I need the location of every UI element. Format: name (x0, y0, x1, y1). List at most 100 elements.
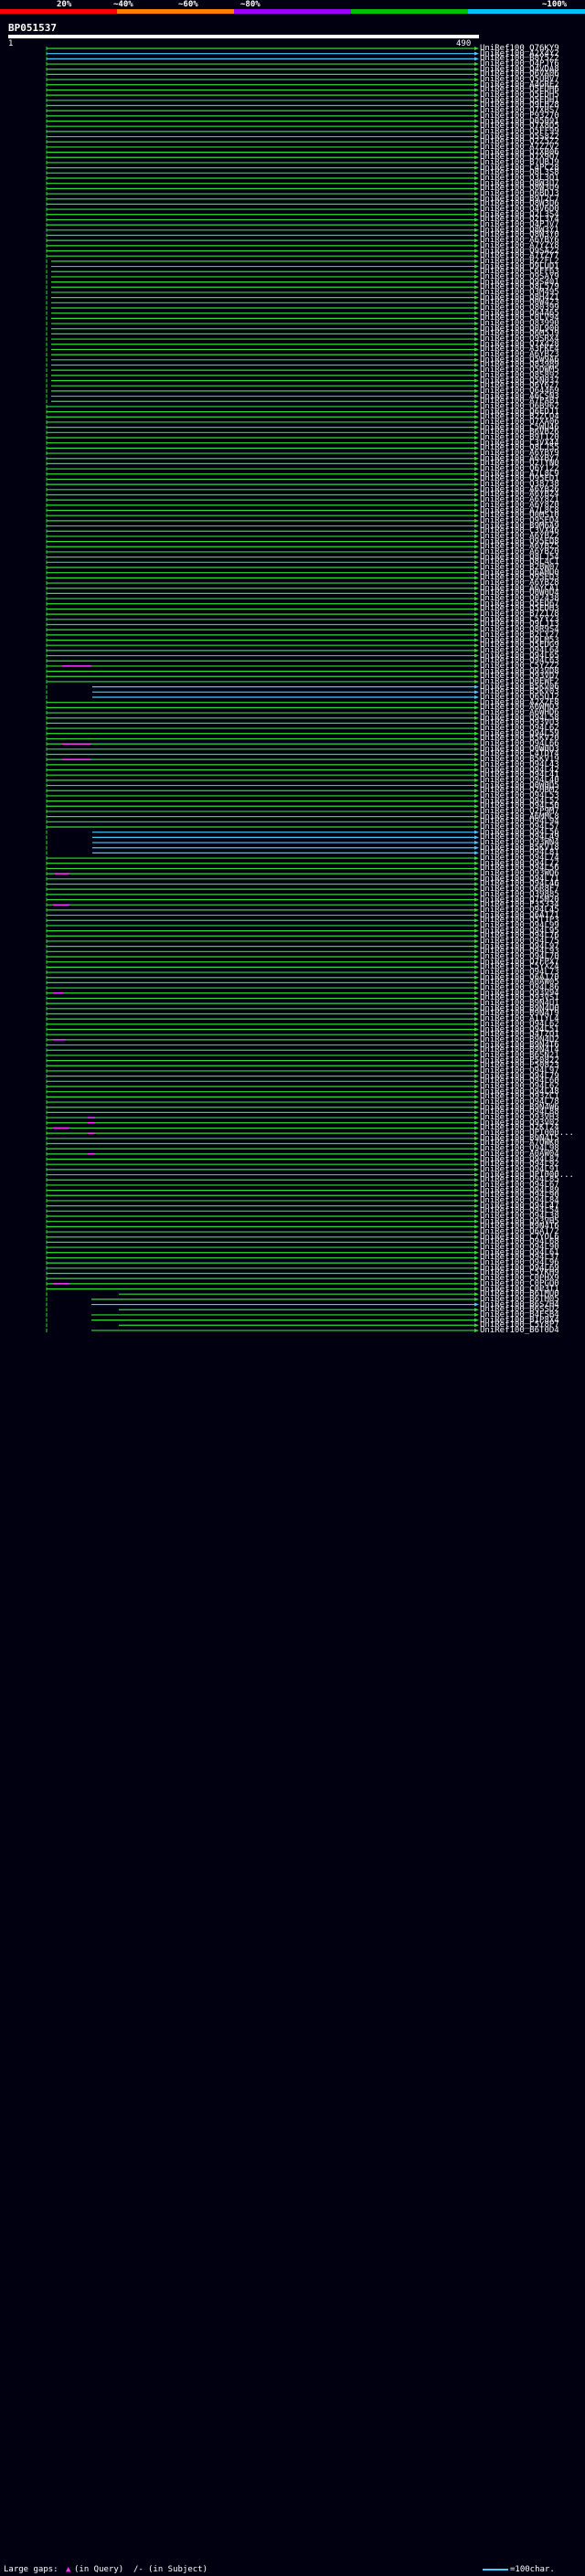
hit-label[interactable]: UniRef100_Q94L79 (480, 1071, 559, 1081)
hit-label[interactable]: UniRef100_Q65UJ2 (480, 693, 559, 702)
hit-label[interactable]: UniRef100_Q94L64 (480, 645, 559, 655)
hit-label[interactable]: UniRef100_Q94L70 (480, 952, 559, 961)
hit-label[interactable]: UniRef100_Q8S892 (480, 370, 559, 380)
hit-label[interactable]: UniRef100_Q94L90 (480, 1191, 559, 1201)
hit-label[interactable]: UniRef100_Q4PJV7 (480, 220, 559, 230)
hit-label[interactable]: UniRef100_B8Y5Z2 (480, 54, 559, 64)
hit-label[interactable]: UniRef100_Q6VA06 (480, 69, 559, 80)
hit-label[interactable]: UniRef100_Q5DWM5 (480, 366, 559, 376)
hit-label[interactable]: UniRef100_Q6B962 (480, 401, 559, 411)
hit-label[interactable]: UniRef100_Q94L76 (480, 931, 559, 941)
hit-label[interactable]: UniRef100_Q94L87 (480, 1154, 559, 1164)
hit-label[interactable]: UniRef100_Q5EDH1 (480, 95, 559, 105)
hit-label[interactable]: UniRef100_Q7X8D5 (480, 122, 559, 132)
hit-label[interactable]: UniRef100_Q94L57 (480, 822, 559, 832)
hit-label[interactable]: UniRef100_Q80399 (480, 303, 559, 313)
hit-label[interactable]: UniRef100_Q3L3Q1 (480, 174, 559, 183)
hit-label[interactable]: UniRef100_Q94L52 (480, 796, 559, 806)
hit-label[interactable]: UniRef100_Q94L49 (480, 832, 559, 843)
hit-label[interactable]: UniRef100_Q94L59 (480, 728, 559, 738)
hit-label[interactable]: UniRef100_C5Y8P7 (480, 1320, 559, 1330)
hit-label[interactable]: UniRef100_Q2KT24 (480, 1123, 559, 1133)
hit-label[interactable]: UniRef100_Q95ED1 (480, 474, 559, 484)
hit-label[interactable]: UniRef100_B5KV03 (480, 687, 559, 697)
hit-label[interactable]: UniRef100_A2X4Y2 (480, 48, 559, 58)
hit-label[interactable]: UniRef100_Q7X428 (480, 339, 559, 349)
hit-label[interactable]: UniRef100_C0PGQ0 (480, 1278, 559, 1288)
hit-label[interactable]: UniRef100_Q94L94 (480, 817, 559, 827)
hit-label[interactable]: UniRef100_Q94L42 (480, 765, 559, 775)
hit-label[interactable]: UniRef100_Q8LJ55 (480, 443, 559, 453)
hit-label[interactable]: UniRef100_A6YBZ4 (480, 490, 559, 500)
hit-label[interactable]: UniRef100_B9N4U0 (480, 1003, 559, 1013)
hit-label[interactable]: UniRef100_Q83990 (480, 319, 559, 329)
hit-label[interactable]: UniRef100_Q94L56 (480, 864, 559, 874)
hit-label[interactable]: UniRef100_Q94L53 (480, 790, 559, 800)
hit-label[interactable]: UniRef100_C3VX44 (480, 438, 559, 448)
hit-label[interactable]: UniRef100_Q5S8Z2 (480, 132, 559, 142)
hit-label[interactable]: UniRef100_Q0W0D5 (480, 780, 559, 790)
hit-label[interactable]: UniRef100_Q94L54 (480, 1206, 559, 1216)
hit-label[interactable]: UniRef100_C5WU46 (480, 422, 559, 432)
hit-label[interactable]: UniRef100_Q38738 (480, 480, 559, 490)
hit-label[interactable]: UniRef100_B6T0D4 (480, 1325, 559, 1335)
hit-label[interactable]: UniRef100_A6MMC8 (480, 811, 559, 822)
hit-label[interactable]: UniRef100_Q5ED67 (480, 599, 559, 609)
hit-label[interactable]: UniRef100_B9M6A9 (480, 521, 559, 531)
hit-label[interactable]: UniRef100_C4PC28 (480, 163, 559, 173)
hit-label[interactable]: UniRef100_Q9S401 (480, 277, 559, 287)
hit-label[interactable]: UniRef100_A4GRE2 (480, 80, 559, 90)
hit-label[interactable]: UniRef100_Q8H4Z1 (480, 292, 559, 302)
hit-label[interactable]: UniRef100_Q3M495 (480, 287, 559, 297)
hit-label[interactable]: UniRef100_Q94L90 (480, 1243, 559, 1253)
hit-label[interactable]: UniRef100_Q94L60 (480, 1076, 559, 1087)
hit-label[interactable]: UniRef100_Q94L67 (480, 1180, 559, 1190)
hit-label[interactable]: UniRef100_Q94L41 (480, 770, 559, 780)
hit-label[interactable]: UniRef100_Q8W3Y1 (480, 225, 559, 235)
hit-label[interactable]: UniRef100_Q2L3S4 (480, 209, 559, 219)
hit-label[interactable]: UniRef100_B9N4T5 (480, 1133, 559, 1143)
hit-label[interactable]: UniRef100_Q2Z5Z2 (480, 137, 559, 147)
hit-label[interactable]: UniRef100_Q7XBS7 (480, 106, 559, 116)
hit-label[interactable]: UniRef100_A6Y8Z1 (480, 495, 559, 505)
hit-label[interactable]: UniRef100_A6YBY7 (480, 453, 559, 463)
hit-label[interactable]: UniRef100_B7Z178 (480, 610, 559, 620)
hit-label[interactable]: UniRef100_Q95ED3 (480, 573, 559, 583)
hit-label[interactable]: UniRef100_Q94L38 (480, 1212, 559, 1221)
hit-label[interactable]: UniRef100_B1P8X4 (480, 1315, 559, 1325)
hit-label[interactable]: UniRef100_Q94L86 (480, 983, 559, 993)
hit-label[interactable]: UniRef100_P50823 (480, 1061, 559, 1071)
hit-label[interactable]: UniRef100_Q9LJ13 (480, 620, 559, 630)
hit-label[interactable]: UniRef100_B6SZH4 (480, 1299, 559, 1309)
hit-label[interactable]: UniRef100_Q94L72 (480, 858, 559, 868)
hit-label[interactable]: UniRef100_A2XZF8 (480, 697, 559, 707)
hit-label[interactable]: UniRef100_A7L8C9 (480, 469, 559, 479)
hit-label[interactable]: UniRef100_Q94L62 (480, 1019, 559, 1029)
hit-label[interactable]: UniRef100_Q94L78 (480, 1097, 559, 1108)
hit-label[interactable]: UniRef100_A6YBY9 (480, 449, 559, 459)
hit-label[interactable]: UniRef100_D0EWF2 (480, 676, 559, 686)
hit-label[interactable]: UniRef100_Q94L97 (480, 941, 559, 951)
hit-label[interactable]: UniRef100_A6CSN3 (480, 391, 559, 401)
hit-label[interactable]: UniRef100_Q94L40 (480, 775, 559, 785)
hit-label[interactable]: UniRef100_Q64469 (480, 386, 559, 396)
hit-label[interactable]: UniRef100_B9T1Z0 (480, 433, 559, 442)
hit-label[interactable]: UniRef100_Q94L37 (480, 1253, 559, 1263)
hit-label[interactable]: UniRef100_Q83989 (480, 360, 559, 370)
hit-label[interactable]: UniRef100_Q6R8F7 (480, 885, 559, 895)
hit-label[interactable]: UniRef100_Q8W3U7 (480, 178, 559, 188)
hit-label[interactable]: UniRef100_A3FKE4 (480, 345, 559, 355)
hit-label[interactable]: UniRef100_A6WHD6 (480, 708, 559, 718)
hit-label[interactable]: UniRef100_Q5FF99 (480, 126, 559, 136)
hit-label[interactable]: UniRef100_B2CY27 (480, 630, 559, 640)
hit-label[interactable]: UniRef100_B4FSB4 (480, 1309, 559, 1320)
hit-label[interactable]: UniRef100_Q8W3U6 (480, 199, 559, 209)
hit-label[interactable]: UniRef100_Q94L91 (480, 1164, 559, 1174)
hit-label[interactable]: UniRef100_C0PHX9 (480, 1274, 559, 1284)
hit-label[interactable]: UniRef100_Q2L3Y4 (480, 215, 559, 225)
hit-label[interactable]: UniRef100_Q94L96 (480, 1258, 559, 1268)
hit-label[interactable]: UniRef100_Q94L99 (480, 920, 559, 930)
hit-label[interactable]: UniRef100_Q94L66 (480, 739, 559, 749)
hit-label[interactable]: UniRef100_Q95ED8 (480, 536, 559, 546)
hit-label[interactable]: UniRef100_Q9LM53 (480, 635, 559, 645)
